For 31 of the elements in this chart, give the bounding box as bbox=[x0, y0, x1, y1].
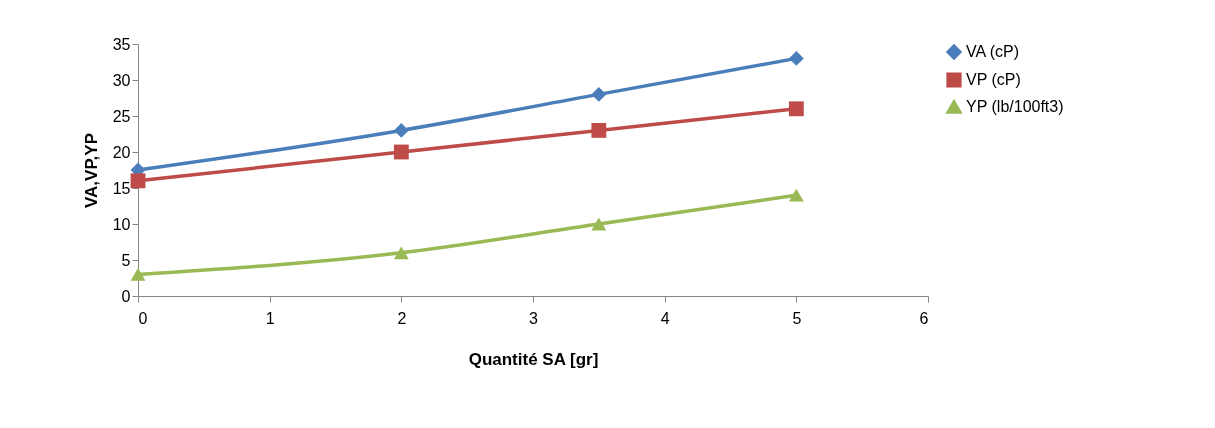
point bbox=[130, 267, 146, 281]
y-tick-label: 15 bbox=[112, 179, 131, 197]
point bbox=[393, 122, 409, 138]
y-tick-label: 0 bbox=[121, 287, 131, 305]
y-tick-label: 5 bbox=[121, 251, 131, 269]
point bbox=[591, 86, 607, 102]
x-tick-label: 2 bbox=[397, 309, 407, 327]
point bbox=[591, 122, 607, 138]
x-tick-label: 6 bbox=[919, 309, 929, 327]
point bbox=[788, 188, 804, 202]
x-tick-label: 1 bbox=[265, 309, 275, 327]
point bbox=[393, 144, 409, 160]
y-tick-label: 10 bbox=[112, 215, 131, 233]
legend-label: YP (lb/100ft3) bbox=[966, 98, 1064, 115]
point bbox=[130, 173, 146, 189]
x-tick-label: 5 bbox=[792, 309, 802, 327]
x-tick-label: 3 bbox=[529, 309, 539, 327]
x-tick-label: 0 bbox=[138, 309, 148, 327]
y-tick-label: 35 bbox=[112, 35, 131, 53]
y-tick-label: 20 bbox=[112, 143, 131, 161]
x-tick-label: 4 bbox=[660, 309, 670, 327]
y-axis-title: VA,VP,YP bbox=[81, 133, 101, 208]
legend-label: VP (cP) bbox=[966, 71, 1021, 88]
point bbox=[591, 217, 607, 231]
x-axis-title: Quantité SA [gr] bbox=[468, 349, 599, 369]
y-tick-label: 30 bbox=[112, 71, 131, 89]
legend-label: VA (cP) bbox=[966, 43, 1020, 60]
y-tick-label: 25 bbox=[112, 107, 131, 125]
point bbox=[788, 101, 804, 117]
point bbox=[788, 50, 804, 66]
point bbox=[393, 246, 409, 260]
